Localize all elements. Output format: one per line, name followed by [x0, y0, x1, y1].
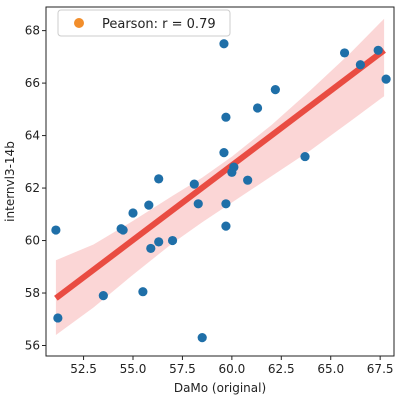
- data-point: [128, 208, 138, 218]
- data-point: [138, 287, 148, 297]
- y-tick-label: 58: [25, 286, 40, 300]
- x-tick-label: 67.5: [367, 362, 394, 376]
- data-point: [189, 179, 199, 189]
- data-point: [219, 148, 229, 158]
- regression-line-layer: [54, 47, 386, 301]
- y-tick-label: 64: [25, 129, 40, 143]
- data-point: [252, 103, 263, 113]
- data-point: [193, 199, 203, 209]
- data-point: [167, 235, 178, 246]
- data-point: [51, 225, 61, 235]
- y-tick-label: 60: [25, 234, 40, 248]
- legend-label: Pearson: r = 0.79: [102, 17, 216, 32]
- y-tick-label: 62: [25, 181, 40, 195]
- data-point: [98, 291, 108, 301]
- y-tick-label: 68: [25, 24, 40, 38]
- regression-line: [54, 47, 386, 301]
- data-point: [381, 74, 391, 84]
- data-point: [197, 333, 207, 343]
- x-tick-label: 65.0: [317, 362, 344, 376]
- y-axis-ticks: 56 58 60 62 64 66 68: [25, 24, 46, 353]
- data-point: [229, 162, 239, 172]
- y-tick-label: 66: [25, 76, 40, 90]
- data-point: [300, 151, 310, 162]
- data-point: [154, 237, 164, 247]
- x-tick-label: 60.0: [219, 362, 246, 376]
- x-axis-label: DaMo (original): [174, 381, 266, 395]
- legend: Pearson: r = 0.79: [57, 9, 231, 37]
- data-point: [219, 39, 229, 49]
- plot-frame: [45, 6, 395, 357]
- data-point: [243, 175, 253, 185]
- data-point: [270, 85, 280, 95]
- data-point: [221, 199, 231, 209]
- data-point: [154, 174, 164, 184]
- data-point: [339, 48, 350, 58]
- x-axis-ticks: 52.5 55.0 57.5 60.0 62.5 65.0 67.5: [70, 356, 394, 376]
- x-tick-label: 55.0: [120, 362, 147, 376]
- data-point: [146, 243, 156, 254]
- data-points-layer: [51, 39, 391, 343]
- y-tick-label: 56: [25, 339, 40, 353]
- data-point: [373, 45, 383, 55]
- x-tick-label: 52.5: [70, 362, 97, 376]
- legend-marker: [74, 18, 84, 28]
- data-point: [144, 200, 154, 210]
- data-point: [53, 313, 63, 323]
- data-point: [355, 60, 365, 70]
- y-axis-label: internvl3-14b: [3, 141, 17, 222]
- legend-box: [57, 9, 231, 37]
- data-point: [118, 225, 128, 235]
- data-point: [221, 112, 231, 122]
- data-point: [221, 221, 231, 231]
- x-tick-label: 62.5: [268, 362, 295, 376]
- x-tick-label: 57.5: [169, 362, 196, 376]
